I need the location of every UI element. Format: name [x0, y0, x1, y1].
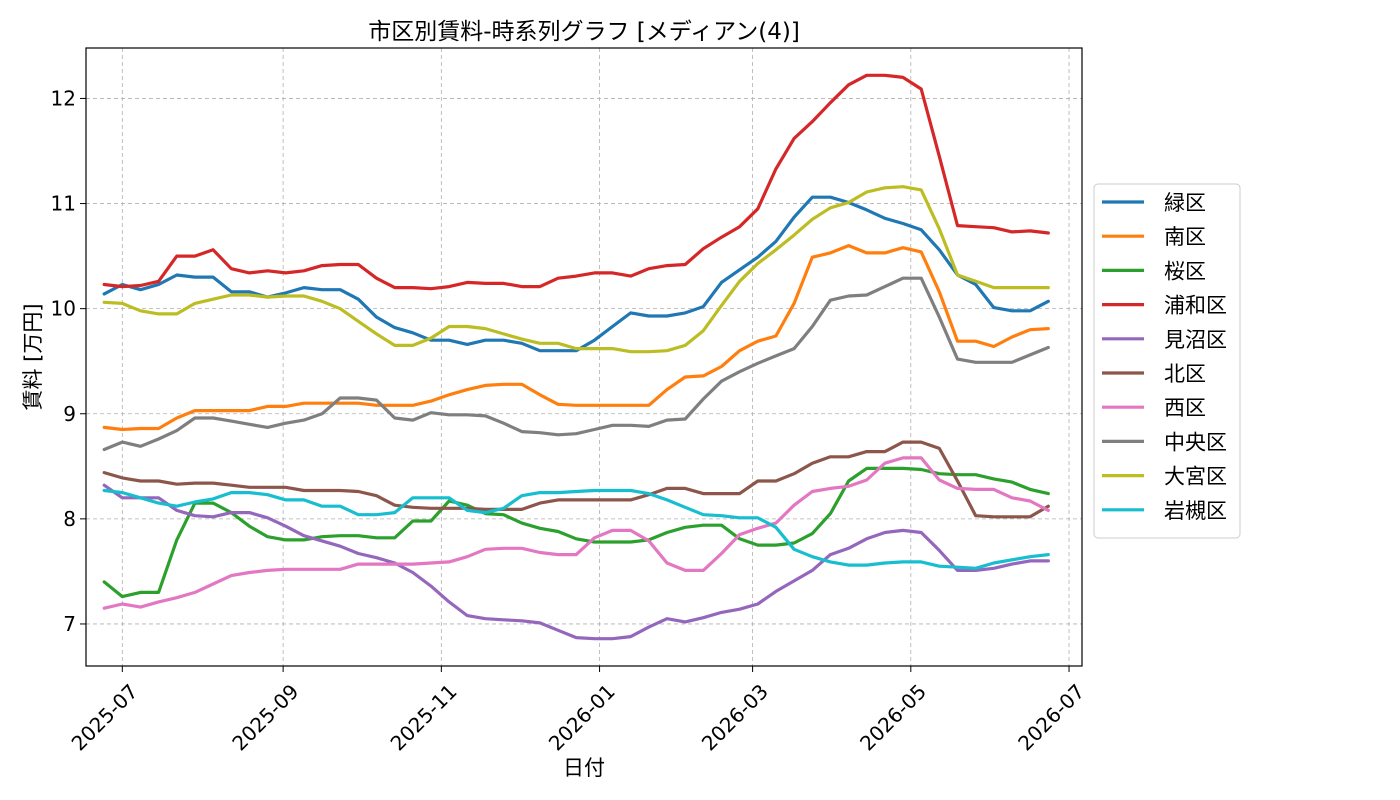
chart-title: 市区別賃料-時系列グラフ [メディアン(4)]: [368, 19, 800, 45]
legend-label: 緑区: [1164, 191, 1206, 215]
legend-label: 浦和区: [1164, 294, 1227, 318]
series-line: [102, 185, 1050, 354]
series-line: [102, 73, 1050, 291]
y-tick-label: 7: [63, 612, 76, 636]
legend-label: 北区: [1164, 362, 1206, 386]
series-lines: [102, 73, 1050, 641]
series-line: [102, 466, 1050, 599]
series-line: [102, 456, 1050, 610]
y-tick-label: 9: [63, 402, 76, 426]
legend-label: 中央区: [1164, 430, 1227, 454]
series-line: [102, 488, 1050, 570]
series-line: [102, 483, 1050, 641]
series-line: [102, 276, 1050, 452]
x-axis-title: 日付: [563, 756, 605, 780]
legend-label: 見沼区: [1164, 328, 1227, 352]
y-tick-label: 10: [51, 297, 76, 321]
y-tick-label: 8: [63, 507, 76, 531]
legend-box: [1093, 183, 1241, 539]
legend-label: 南区: [1164, 225, 1206, 249]
legend-label: 岩槻区: [1164, 499, 1227, 523]
y-tick-label: 11: [51, 192, 76, 216]
legend-label: 西区: [1164, 396, 1206, 420]
legend-label: 桜区: [1164, 259, 1206, 283]
series-line: [102, 440, 1050, 519]
y-tick-label: 12: [51, 86, 76, 110]
legend-label: 大宮区: [1164, 465, 1227, 489]
y-axis: 7 8 9 10 11 12: [51, 86, 86, 636]
series-line: [102, 244, 1050, 432]
grid-lines: [86, 48, 1082, 666]
plot-frame: [85, 47, 1083, 667]
y-axis-title: 賃料 [万円]: [21, 303, 45, 410]
